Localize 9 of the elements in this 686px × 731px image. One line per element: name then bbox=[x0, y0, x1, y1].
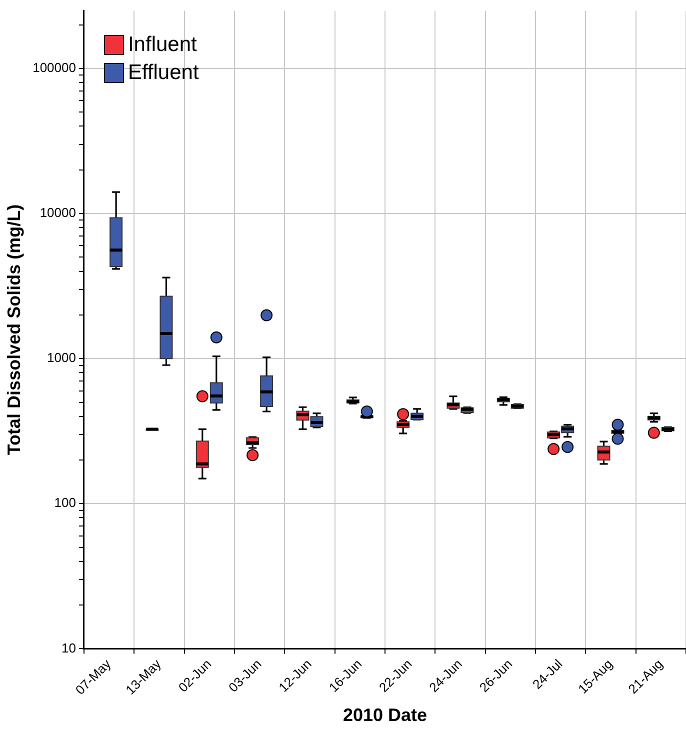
y-tick-label: 100 bbox=[54, 495, 76, 510]
y-tick-label: 10 bbox=[62, 640, 76, 656]
y-tick-label: 10000 bbox=[40, 205, 76, 220]
y-tick-label: 100000 bbox=[32, 60, 76, 76]
y-axis-title: Total Dissolved Solids (mg/L) bbox=[4, 204, 24, 456]
x-axis-title: 2010 Date bbox=[342, 705, 428, 726]
legend-label: Effluent bbox=[128, 60, 199, 86]
legend-label: Influent bbox=[128, 32, 197, 58]
y-tick-label: 1000 bbox=[47, 350, 76, 366]
